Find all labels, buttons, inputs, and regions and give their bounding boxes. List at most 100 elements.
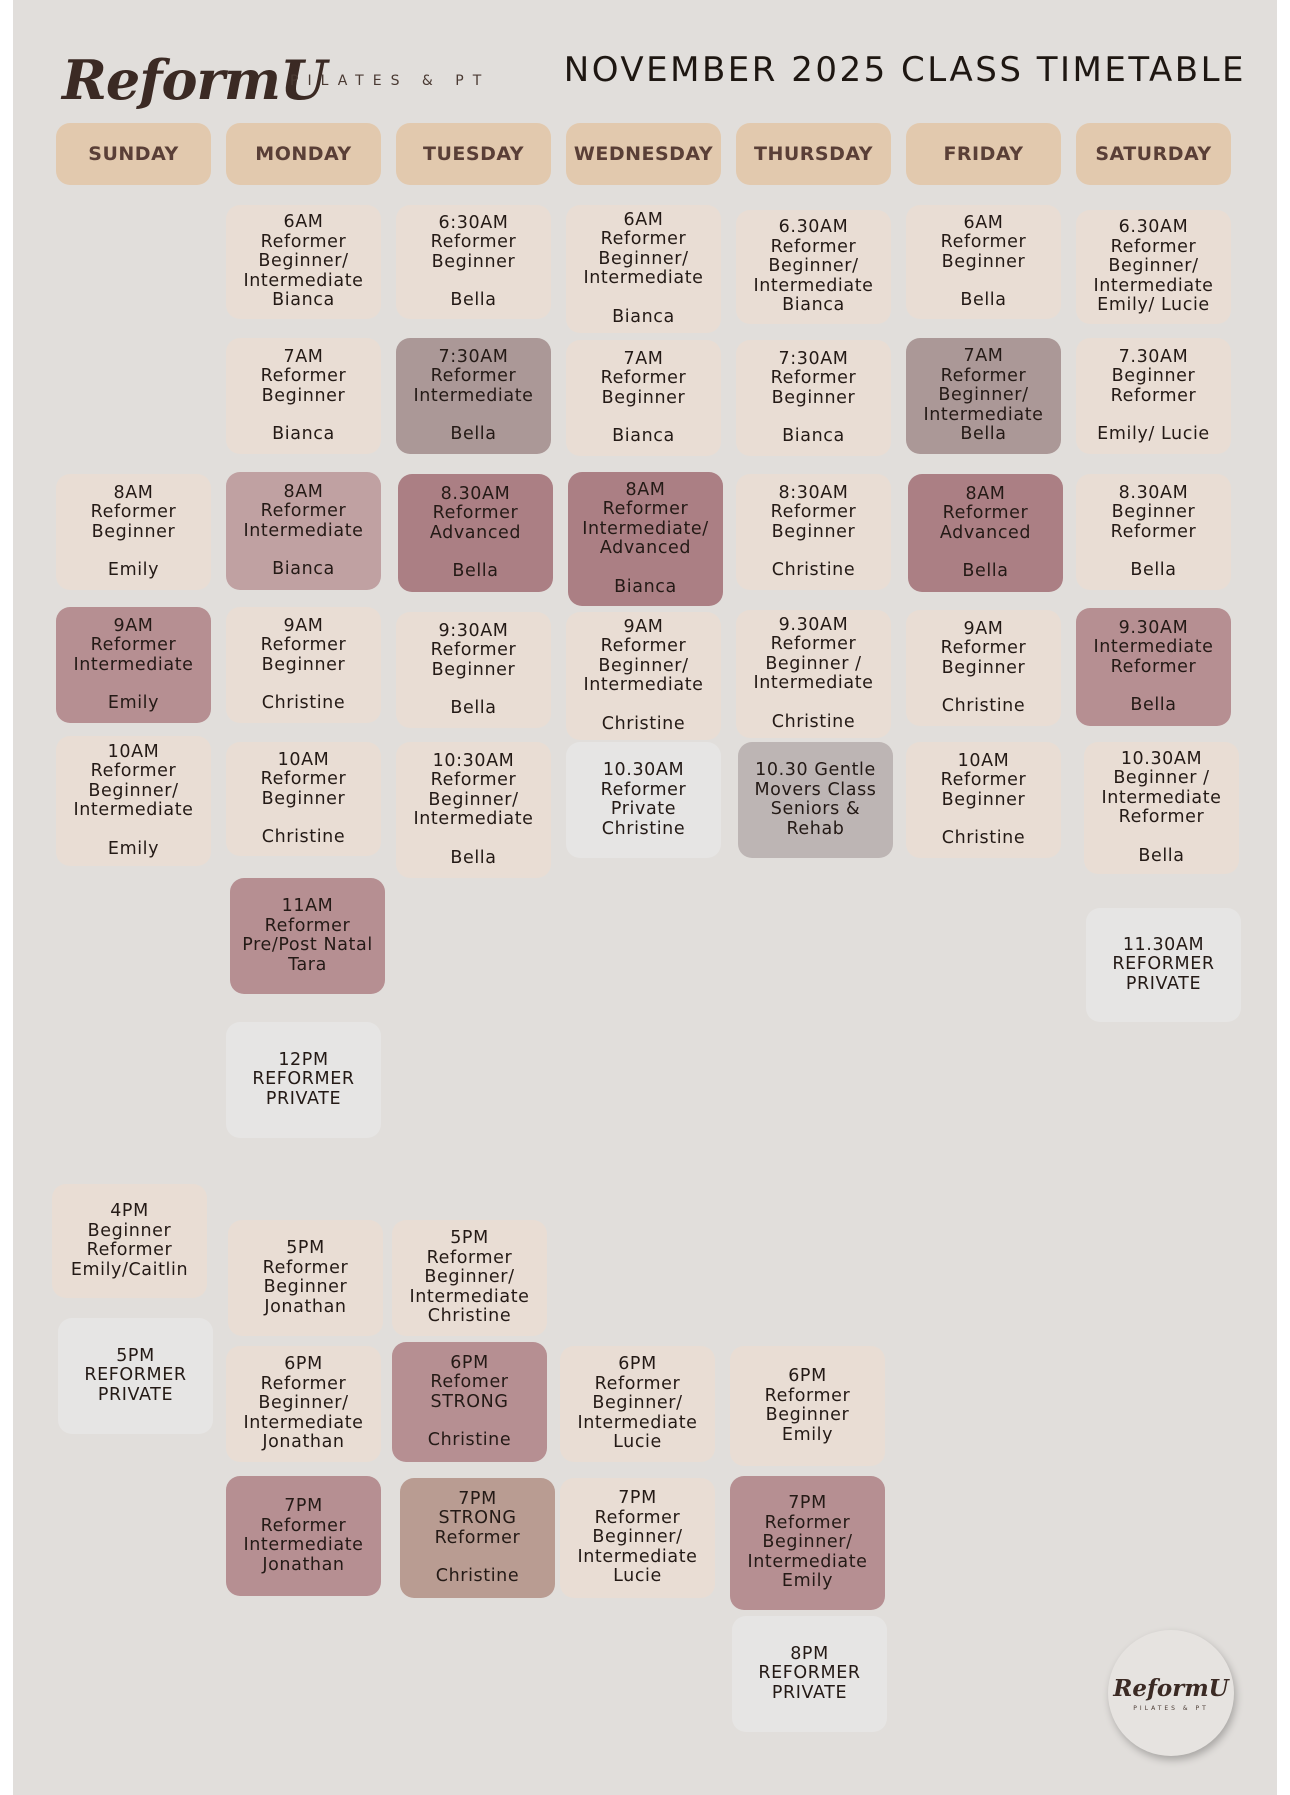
class-line: Intermediate <box>577 1412 698 1433</box>
class-line: Bella <box>1130 560 1177 580</box>
class-line: Bianca <box>272 290 335 311</box>
class-card[interactable]: 8AM Reformer Intermediate Bianca <box>226 472 381 590</box>
class-line: Bianca <box>782 295 845 316</box>
class-card[interactable]: 8.30AM Beginner Reformer Bella <box>1076 474 1231 590</box>
class-line: Bella <box>450 847 497 868</box>
class-card[interactable]: 6AM Reformer Beginner/Intermediate Bianca <box>566 205 721 333</box>
class-card[interactable]: 10AM Reformer Beginner Christine <box>226 742 381 856</box>
class-line: Bianca <box>612 306 675 327</box>
class-card[interactable]: 10:30AM Reformer Beginner/Intermediate Bell… <box>396 742 551 878</box>
class-line: Reformer <box>940 638 1027 658</box>
class-line: Beginner / <box>765 653 862 674</box>
class-card[interactable]: 9AM Reformer Beginner/Intermediate Christin… <box>566 612 721 740</box>
class-time: 7PM <box>618 1488 657 1509</box>
class-card[interactable]: 8AM Reformer Advanced Bella <box>908 474 1063 592</box>
class-card[interactable]: 7AM Reformer Beginner Bianca <box>566 340 721 456</box>
class-card[interactable]: 7.30AM Beginner Reformer Emily/ Lucie <box>1076 338 1231 454</box>
class-line: Reformer <box>600 229 687 250</box>
class-card[interactable]: 10.30AM Reformer Private Christine <box>566 742 721 858</box>
class-line: Reformer <box>1110 236 1197 257</box>
class-time: 8AM <box>625 479 666 500</box>
class-line: Bella <box>1130 695 1177 715</box>
class-line: Reformer <box>764 1385 851 1406</box>
class-line: Intermediate <box>243 270 364 291</box>
class-card[interactable]: 10AM Reformer Beginner/Intermediate Emily <box>56 736 211 866</box>
class-line: Reformer <box>90 761 177 782</box>
class-card[interactable]: 6PM Reformer Beginner Emily <box>730 1346 885 1466</box>
class-line: Bella <box>962 561 1009 581</box>
class-card[interactable]: 8.30AM Reformer Advanced Bella <box>398 474 553 592</box>
class-card[interactable]: 6PM Reformer Beginner/Intermediate Lucie <box>560 1346 715 1462</box>
class-line: Beginner/ <box>592 1393 683 1414</box>
class-line: Christine <box>427 1430 512 1450</box>
class-time: 5PM <box>116 1345 155 1366</box>
class-line: Reformer <box>602 499 689 520</box>
class-card[interactable]: 7:30AM Reformer Intermediate Bella <box>396 338 551 454</box>
class-line: Intermediate <box>583 675 704 696</box>
class-card[interactable]: 6AM Reformer Beginner Bella <box>906 205 1061 319</box>
class-line: Jonathan <box>262 1554 345 1575</box>
class-time: 9AM <box>623 616 664 637</box>
class-card[interactable]: 12PM REFORMER PRIVATE <box>226 1022 381 1138</box>
class-line: Reformer <box>432 503 519 523</box>
class-line: Beginner/ <box>424 1267 515 1288</box>
class-card[interactable]: 5PM REFORMER PRIVATE <box>58 1318 213 1434</box>
class-card[interactable]: 6AM Reformer Beginner/Intermediate Bianca <box>226 205 381 319</box>
class-card[interactable]: 11.30AM REFORMER PRIVATE <box>1086 908 1241 1022</box>
class-card[interactable]: 9.30AM Intermediate Reformer Bella <box>1076 608 1231 726</box>
class-time: 6PM <box>788 1366 827 1386</box>
class-time: 8.30AM <box>440 483 511 504</box>
class-card[interactable]: 6.30AM Reformer Beginner/Intermediate Emily… <box>1076 210 1231 324</box>
class-card[interactable]: 9:30AM Reformer Beginner Bella <box>396 612 551 728</box>
class-card[interactable]: 7:30AM Reformer Beginner Bianca <box>736 340 891 456</box>
class-line: Bianca <box>272 559 335 579</box>
class-line: Bianca <box>614 576 677 597</box>
class-time: 10AM <box>277 749 330 770</box>
class-card[interactable]: 5PM Reformer Beginner Jonathan <box>228 1220 383 1336</box>
class-line: PRIVATE <box>771 1682 848 1703</box>
class-card[interactable]: 9AM Reformer Beginner Christine <box>226 607 381 723</box>
class-time: 8PM <box>790 1643 829 1664</box>
class-line: Beginner <box>771 521 856 542</box>
class-time: 7:30AM <box>438 346 509 367</box>
class-card[interactable]: 10.30AM Beginner / Intermediate Reformer Bel… <box>1084 742 1239 874</box>
class-line: Beginner/ <box>258 251 349 272</box>
class-line: Beginner <box>1111 366 1196 386</box>
day-header-monday: MONDAY <box>226 123 381 185</box>
day-header-saturday: SATURDAY <box>1076 123 1231 185</box>
class-line: PRIVATE <box>97 1384 174 1405</box>
class-card[interactable]: 6:30AM Reformer Beginner Bella <box>396 205 551 319</box>
class-line: REFORMER <box>1112 954 1215 975</box>
class-card[interactable]: 7AM Reformer Beginner/Intermediate Bella <box>906 338 1061 454</box>
class-line: Advanced <box>939 522 1032 543</box>
class-card[interactable]: 6PM Reformer Beginner/Intermediate Jonathan <box>226 1346 381 1462</box>
class-card[interactable]: 9AM Reformer Beginner Christine <box>906 610 1061 726</box>
class-card[interactable]: 10.30 Gentle Movers Class Seniors & Rehab <box>738 742 893 858</box>
class-line: Christine <box>435 1566 520 1586</box>
class-card[interactable]: 8AM Reformer Intermediate/Advanced Bianca <box>568 472 723 606</box>
class-card[interactable]: 7PM Reformer Intermediate Jonathan <box>226 1476 381 1596</box>
class-time: 6PM <box>618 1354 657 1375</box>
class-card[interactable]: 9.30AM Reformer Beginner / Intermediate Chri… <box>736 610 891 738</box>
class-card[interactable]: 10AM Reformer Beginner Christine <box>906 742 1061 858</box>
class-line: REFORMER <box>84 1365 187 1386</box>
class-card[interactable]: 9AM Reformer Intermediate Emily <box>56 607 211 723</box>
class-time: 6PM <box>284 1354 323 1375</box>
class-card[interactable]: 7AM Reformer Beginner Bianca <box>226 338 381 454</box>
class-line: Christine <box>261 693 346 713</box>
class-card[interactable]: 8AM Reformer Beginner Emily <box>56 474 211 590</box>
class-card[interactable]: 8PM REFORMER PRIVATE <box>732 1616 887 1732</box>
class-card[interactable]: 5PM Reformer Beginner/Intermediate Christin… <box>392 1220 547 1336</box>
class-card[interactable]: 7PM Reformer Beginner/Intermediate Lucie <box>560 1478 715 1598</box>
class-card[interactable]: 11AM Reformer Pre/Post Natal Tara <box>230 878 385 994</box>
class-card[interactable]: 7PM STRONG Reformer Christine <box>400 1478 555 1598</box>
class-line: Reformer <box>90 502 177 522</box>
class-line: Bella <box>450 698 497 718</box>
class-card[interactable]: 6.30AM Reformer Beginner/Intermediate Bianc… <box>736 210 891 324</box>
class-card[interactable]: 8:30AM Reformer Beginner Christine <box>736 474 891 590</box>
class-card[interactable]: 4PM Beginner Reformer Emily/Caitlin <box>52 1184 207 1298</box>
class-card[interactable]: 7PM Reformer Beginner/Intermediate Emily <box>730 1476 885 1610</box>
class-card[interactable]: 6PM Refomer STRONG Christine <box>392 1342 547 1462</box>
class-line: Beginner <box>261 385 346 406</box>
class-time: 8AM <box>283 481 324 502</box>
